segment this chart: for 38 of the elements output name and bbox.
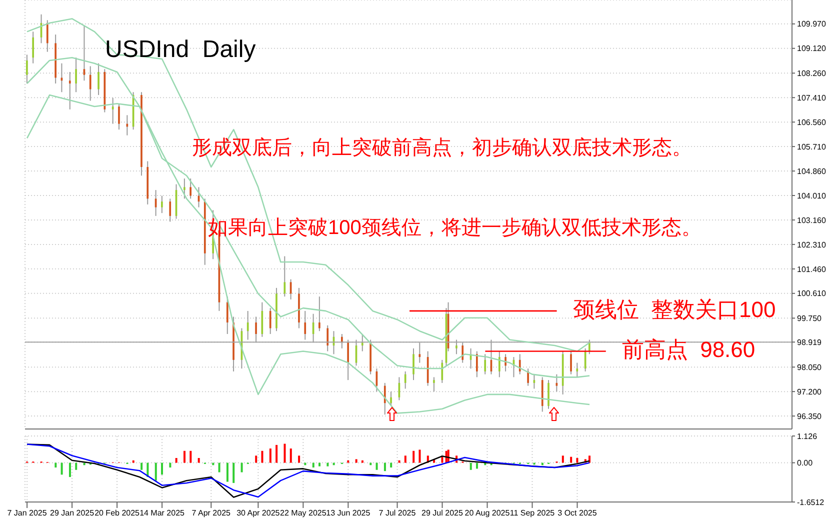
y-tick-label: 99.750 — [797, 314, 822, 323]
y-tick-label: 109.120 — [797, 44, 826, 54]
x-tick-label: 7 Jan 2025 — [7, 508, 48, 518]
text: USDInd Daily — [105, 36, 256, 64]
x-tick-label: 14 Mar 2025 — [140, 508, 186, 518]
x-tick-label: 20 Aug 2025 — [464, 508, 510, 518]
y-tick-label: 107.410 — [797, 93, 826, 102]
y-tick-label: 100.610 — [797, 289, 826, 298]
x-tick-label: 20 Feb 2025 — [94, 508, 140, 518]
annotation: 颈线位 整数关口100 — [572, 296, 776, 322]
y-tick-label: 109.970 — [797, 20, 826, 29]
x-tick-label: 7 Apr 2025 — [192, 508, 232, 518]
y-tick-label: 98.050 — [797, 362, 822, 372]
y-tick-label: 101.460 — [797, 264, 826, 274]
x-tick-label: 7 Jul 2025 — [378, 508, 416, 518]
annotation: 前高点 98.60 — [622, 337, 756, 362]
y-tick-label: 106.560 — [797, 118, 826, 127]
y-tick-label: 0.00 — [797, 458, 814, 468]
annotation: 形成双底后，向上突破前高点，初步确认双底技术形态。 — [192, 136, 692, 161]
annotation: 如果向上突破100颈线位，将进一步确认双低技术形态。 — [208, 216, 702, 241]
x-tick-label: 13 Jun 2025 — [326, 508, 371, 518]
x-tick-label: 3 Oct 2025 — [558, 508, 598, 518]
y-tick-label: 97.200 — [797, 387, 822, 396]
y-tick-label: 105.710 — [797, 142, 826, 152]
y-tick-label: 96.350 — [797, 412, 822, 421]
y-tick-label: 98.919 — [797, 338, 822, 347]
y-tick-label: 103.160 — [797, 216, 826, 225]
x-tick-label: 30 Apr 2025 — [236, 508, 280, 518]
x-tick-label: 29 Jul 2025 — [422, 508, 464, 518]
x-tick-label: 22 May 2025 — [280, 508, 327, 518]
y-tick-label: -1.6512 — [797, 498, 825, 507]
y-tick-label: 108.260 — [797, 68, 826, 78]
x-tick-label: 29 Jan 2025 — [50, 508, 95, 518]
x-tick-label: 11 Sep 2025 — [510, 508, 556, 518]
y-tick-label: 104.010 — [797, 191, 826, 200]
y-tick-label: 102.310 — [797, 240, 826, 250]
y-tick-label: 1.126 — [797, 432, 818, 441]
y-tick-label: 104.860 — [797, 166, 826, 176]
